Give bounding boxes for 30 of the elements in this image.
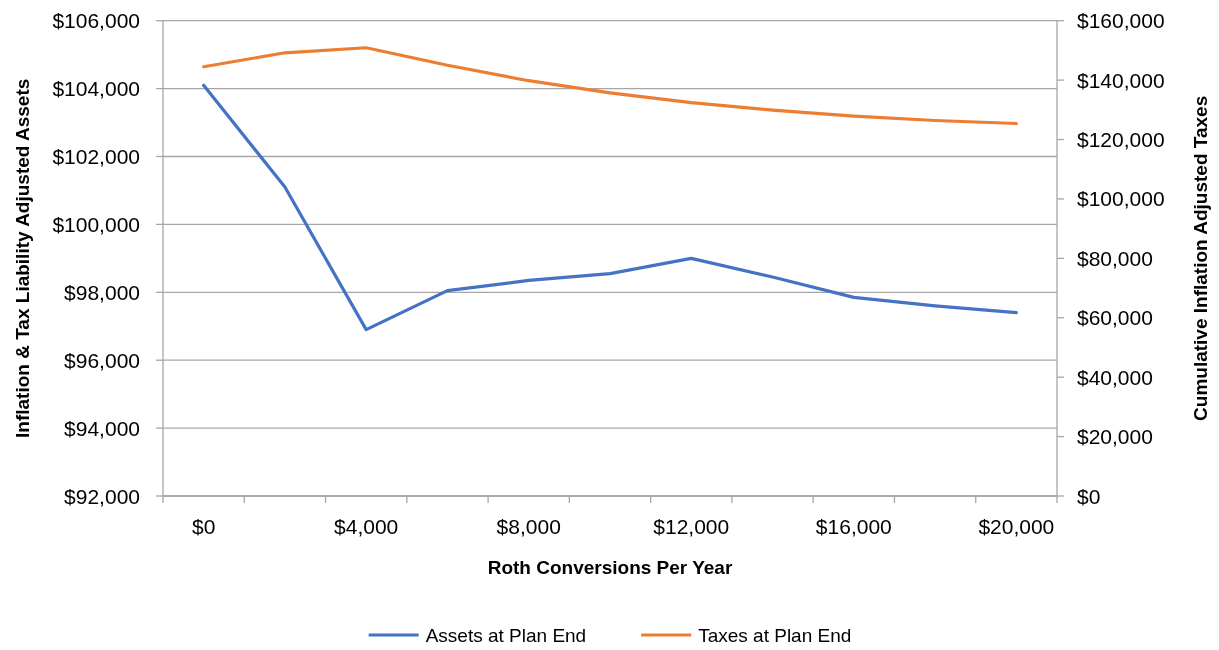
y-axis-title: Inflation & Tax Liability Adjusted Assets [12, 78, 33, 438]
y2-axis-title: Cumulative Inflation Adjusted Taxes [1190, 95, 1211, 421]
y-tick-label: $104,000 [52, 77, 140, 101]
x-tick-label: $0 [191, 515, 216, 538]
line-series [202, 46, 1018, 126]
y2-tick-label: $80,000 [1077, 246, 1153, 270]
y2-tick-label: $160,000 [1077, 9, 1165, 33]
x-tick-label: $4,000 [334, 515, 399, 538]
y2-tick-label: $100,000 [1077, 187, 1165, 211]
y2-tick-label: $120,000 [1077, 128, 1165, 152]
y-tick-label: $96,000 [64, 348, 140, 372]
y2-tick-label: $40,000 [1077, 365, 1153, 389]
y-tick-label: $106,000 [52, 9, 140, 33]
y2-tick-label: $20,000 [1077, 425, 1153, 449]
y-tick-label: $94,000 [64, 416, 140, 440]
x-tick-label: $8,000 [496, 515, 561, 538]
legend-label: Taxes at Plan End [698, 625, 852, 646]
y-tick-label: $102,000 [52, 145, 140, 168]
y2-tick-label: $60,000 [1077, 306, 1153, 330]
y-tick-label: $92,000 [64, 484, 140, 508]
x-tick-label: $20,000 [978, 515, 1055, 538]
x-axis-title: Roth Conversions Per Year [487, 557, 733, 578]
line-series [202, 83, 1018, 332]
x-tick-label: $16,000 [815, 515, 892, 538]
y-tick-label: $98,000 [64, 280, 140, 304]
y2-tick-label: $140,000 [1077, 68, 1165, 92]
legend-label: Assets at Plan End [425, 625, 587, 646]
x-tick-label: $12,000 [653, 515, 730, 538]
y-tick-label: $100,000 [52, 212, 140, 236]
y2-tick-label: $0 [1077, 484, 1101, 508]
